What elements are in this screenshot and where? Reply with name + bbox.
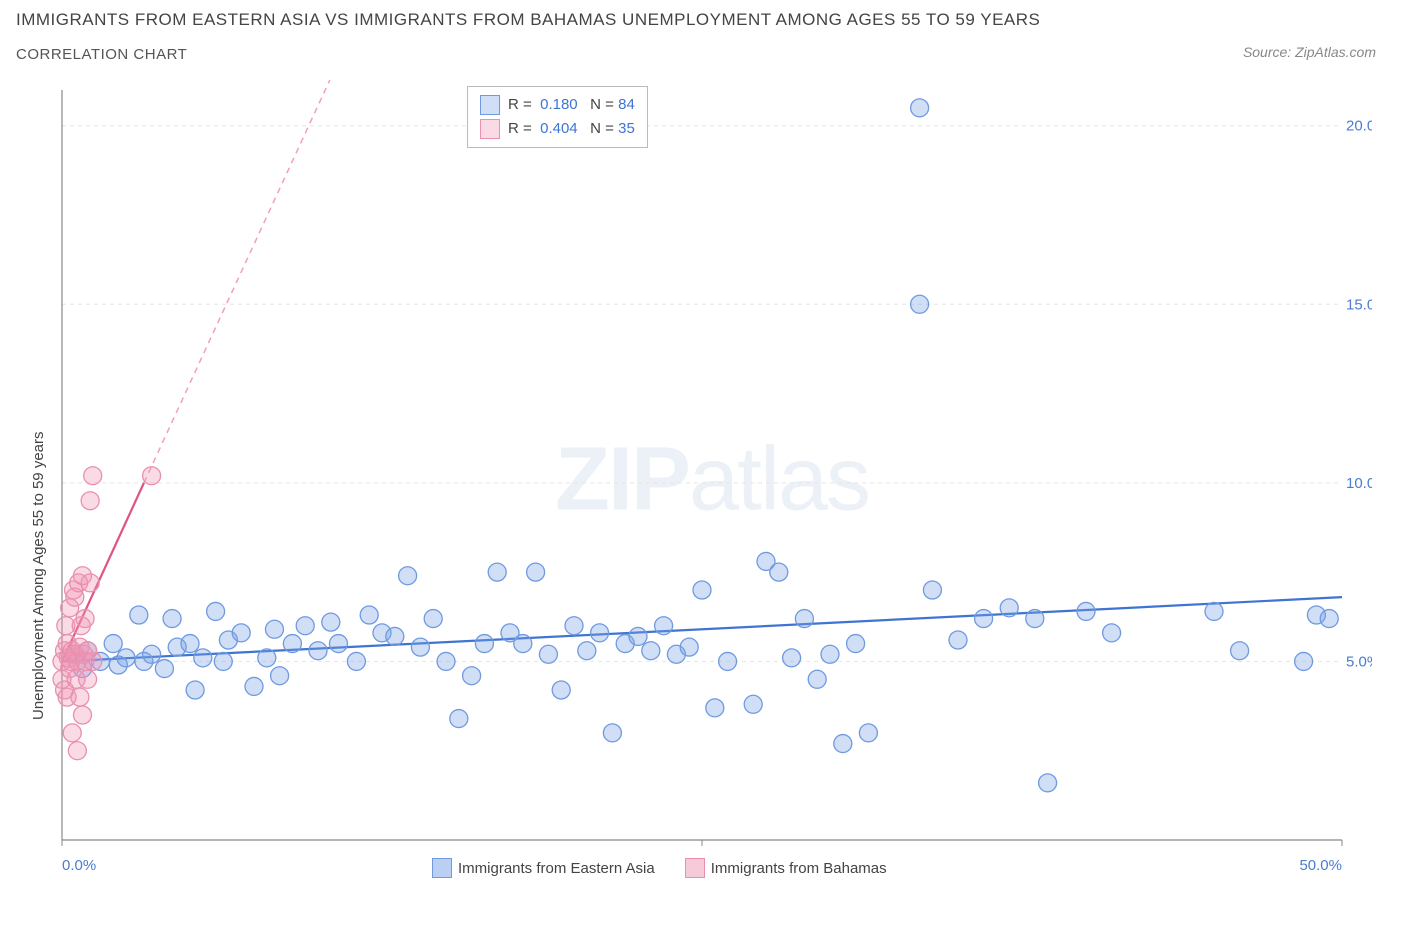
stats-text: R = 0.404 N = 35 (508, 117, 635, 141)
chart-subtitle: CORRELATION CHART (16, 46, 187, 63)
svg-text:0.0%: 0.0% (62, 857, 96, 874)
legend-swatch (480, 95, 500, 115)
chart-title: IMMIGRANTS FROM EASTERN ASIA VS IMMIGRAN… (16, 10, 1040, 30)
stats-text: R = 0.180 N = 84 (508, 93, 635, 117)
stats-row: R = 0.404 N = 35 (480, 117, 635, 141)
svg-text:15.0%: 15.0% (1346, 296, 1372, 313)
bottom-legend-item: Immigrants from Eastern Asia (432, 858, 655, 878)
legend-swatch (480, 119, 500, 139)
stats-row: R = 0.180 N = 84 (480, 93, 635, 117)
stats-legend-box: R = 0.180 N = 84R = 0.404 N = 35 (467, 86, 648, 148)
legend-label: Immigrants from Bahamas (711, 860, 887, 877)
legend-swatch (432, 858, 452, 878)
svg-text:20.0%: 20.0% (1346, 118, 1372, 135)
bottom-legend: Immigrants from Eastern Asia Immigrants f… (432, 858, 887, 878)
source-label: Source: ZipAtlas.com (1243, 44, 1376, 60)
svg-text:50.0%: 50.0% (1299, 857, 1342, 874)
y-axis-label: Unemployment Among Ages 55 to 59 years (30, 431, 47, 720)
scatter-plot: 5.0% 10.0% 15.0% 20.0% 0.0% 50.0% (52, 80, 1372, 880)
bottom-legend-item: Immigrants from Bahamas (685, 858, 887, 878)
svg-text:10.0%: 10.0% (1346, 475, 1372, 492)
svg-text:5.0%: 5.0% (1346, 653, 1372, 670)
legend-swatch (685, 858, 705, 878)
legend-label: Immigrants from Eastern Asia (458, 860, 655, 877)
chart-area: ZIPatlas 5.0%10.0%15.0%20.0%0.0%50.0% R … (52, 80, 1372, 880)
